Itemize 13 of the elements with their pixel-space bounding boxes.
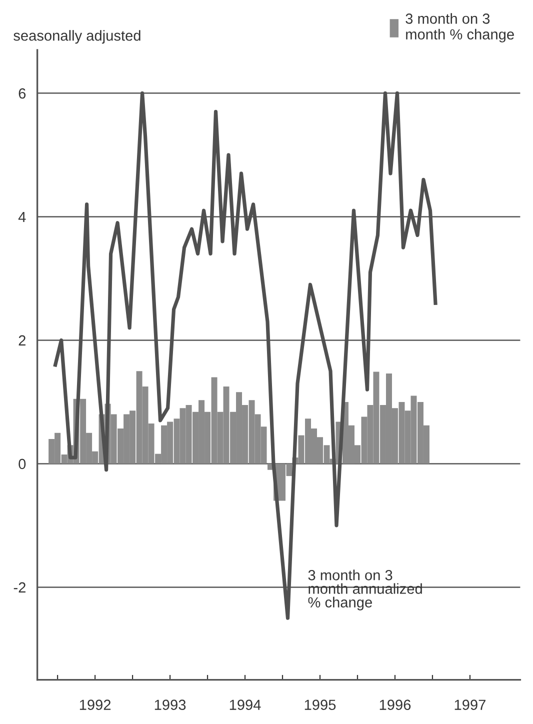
x-tick-label: 1997 bbox=[454, 700, 486, 710]
y-tick-label: 6 bbox=[18, 88, 26, 99]
y-tick-label: 4 bbox=[18, 212, 26, 222]
x-tick-label: 1994 bbox=[230, 700, 261, 710]
y-tick-label: 2 bbox=[18, 335, 26, 346]
y-tick-label: -2 bbox=[14, 582, 26, 592]
x-tick-label: 1992 bbox=[80, 700, 111, 710]
legend-label: 3 month on 3 month % change bbox=[406, 13, 514, 42]
x-tick-label: 1996 bbox=[380, 700, 411, 710]
y-tick-label: 0 bbox=[18, 458, 26, 470]
x-tick-label: 1995 bbox=[304, 700, 336, 710]
x-tick-label: 1993 bbox=[154, 700, 186, 710]
y-axis-title: seasonally adjusted bbox=[14, 30, 140, 44]
